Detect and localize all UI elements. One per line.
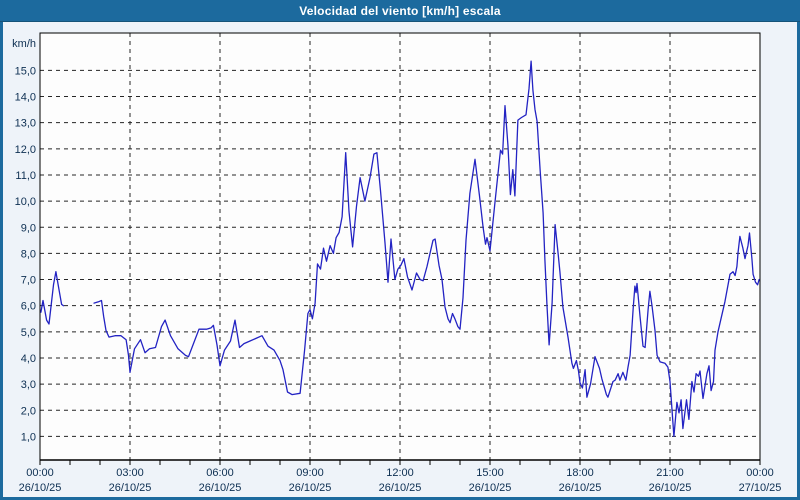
x-tick-date-label: 26/10/25 bbox=[559, 482, 602, 494]
y-tick-label: 6,0 bbox=[21, 301, 36, 313]
x-tick-time-label: 00:00 bbox=[26, 467, 54, 479]
y-tick-label: 3,0 bbox=[21, 379, 36, 391]
plot-border bbox=[39, 32, 761, 460]
y-tick-label: 13,0 bbox=[15, 118, 36, 130]
x-tick-date-label: 26/10/25 bbox=[199, 482, 242, 494]
x-tick-date-label: 26/10/25 bbox=[109, 482, 152, 494]
y-tick-label: 1,0 bbox=[21, 431, 36, 443]
x-tick-time-label: 15:00 bbox=[476, 467, 504, 479]
x-tick-date-label: 26/10/25 bbox=[649, 482, 692, 494]
y-tick-label: 7,0 bbox=[21, 275, 36, 287]
wind-speed-series-line bbox=[93, 60, 760, 438]
y-tick-label: 5,0 bbox=[21, 327, 36, 339]
x-tick-time-label: 00:00 bbox=[746, 467, 774, 479]
y-tick-label: 15,0 bbox=[15, 65, 36, 77]
x-tick-date-label: 26/10/25 bbox=[469, 482, 512, 494]
y-tick-label: 2,0 bbox=[21, 405, 36, 417]
y-tick-label: 11,0 bbox=[15, 170, 36, 182]
wind-speed-series-line bbox=[40, 271, 65, 325]
chart-title: Velocidad del viento [km/h] escala bbox=[299, 3, 501, 18]
y-tick-label: 12,0 bbox=[15, 144, 36, 156]
x-tick-date-label: 26/10/25 bbox=[379, 482, 422, 494]
x-tick-time-label: 21:00 bbox=[656, 467, 684, 479]
y-axis-unit-label: km/h bbox=[12, 38, 36, 50]
x-tick-time-label: 12:00 bbox=[386, 467, 414, 479]
x-tick-time-label: 09:00 bbox=[296, 467, 324, 479]
x-tick-time-label: 06:00 bbox=[206, 467, 234, 479]
y-tick-label: 8,0 bbox=[21, 248, 36, 260]
chart-title-bar: Velocidad del viento [km/h] escala bbox=[0, 0, 800, 22]
x-tick-date-label: 26/10/25 bbox=[289, 482, 332, 494]
y-tick-label: 10,0 bbox=[15, 196, 36, 208]
x-tick-date-label: 26/10/25 bbox=[19, 482, 62, 494]
x-tick-date-label: 27/10/25 bbox=[739, 482, 782, 494]
x-tick-time-label: 03:00 bbox=[116, 467, 144, 479]
x-tick-time-label: 18:00 bbox=[566, 467, 594, 479]
y-tick-label: 4,0 bbox=[21, 353, 36, 365]
y-tick-label: 14,0 bbox=[15, 92, 36, 104]
y-tick-label: 9,0 bbox=[21, 222, 36, 234]
